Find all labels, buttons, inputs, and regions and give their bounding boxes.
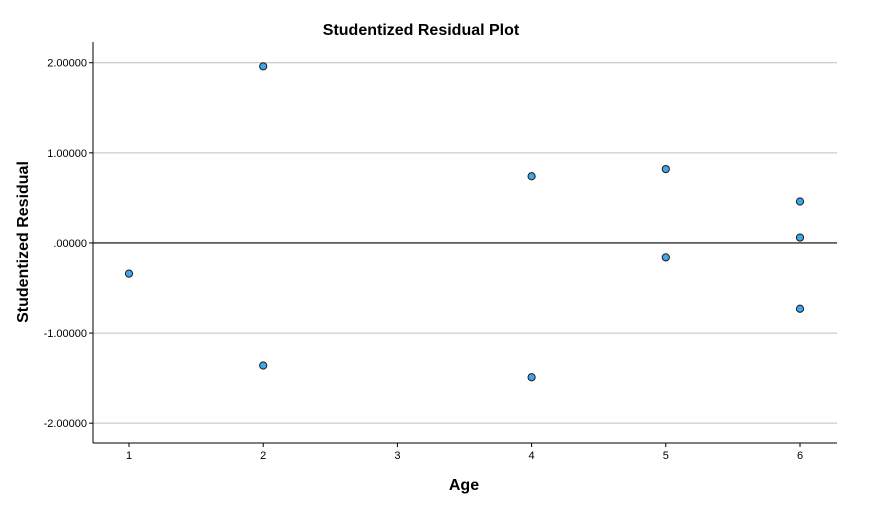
y-axis-label: Studentized Residual bbox=[15, 161, 32, 323]
y-tick-label: 2.00000 bbox=[47, 58, 87, 70]
tick-labels: 2.00000 1.00000 .00000 -1.00000 -2.00000 1 2 3 4… bbox=[44, 58, 804, 462]
data-point bbox=[259, 62, 268, 71]
axes bbox=[89, 42, 837, 447]
chart-title: Studentized Residual Plot bbox=[323, 22, 520, 39]
x-tick-label: 3 bbox=[394, 450, 400, 462]
x-tick-label: 6 bbox=[797, 450, 803, 462]
data-point bbox=[527, 373, 536, 382]
data-point bbox=[661, 164, 670, 174]
data-point bbox=[661, 253, 670, 262]
data-points bbox=[124, 62, 805, 382]
data-point bbox=[259, 361, 268, 370]
x-tick-label: 2 bbox=[260, 450, 266, 462]
x-tick-label: 1 bbox=[126, 450, 132, 462]
y-tick-label: 1.00000 bbox=[47, 148, 87, 160]
data-point bbox=[795, 304, 805, 313]
data-point bbox=[527, 172, 536, 181]
data-point bbox=[795, 197, 805, 206]
y-tick-label: .00000 bbox=[53, 238, 87, 250]
y-tick-label: -1.00000 bbox=[44, 328, 87, 340]
grid-lines bbox=[93, 62, 837, 424]
x-tick-label: 4 bbox=[529, 450, 535, 462]
x-axis-label: Age bbox=[449, 477, 479, 494]
data-point bbox=[795, 233, 805, 242]
y-tick-label: -2.00000 bbox=[44, 418, 87, 430]
x-tick-label: 5 bbox=[663, 450, 669, 462]
data-point bbox=[124, 269, 134, 278]
